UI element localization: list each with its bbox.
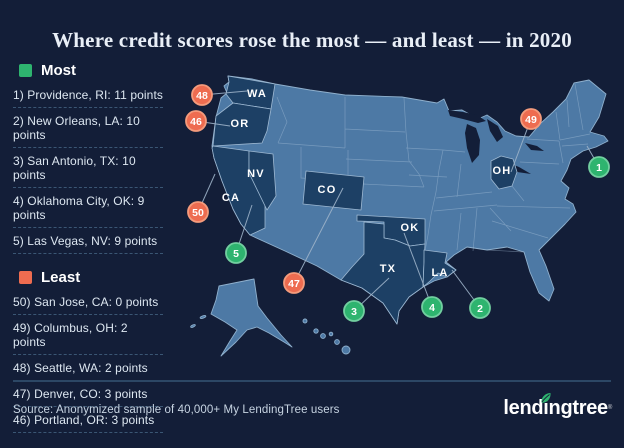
list-item: 3) San Antonio, TX: 10 points xyxy=(13,148,163,188)
state-labels: WA OR NV CA CO OK TX LA OH xyxy=(222,88,512,279)
list-item: 46) Portland, OR: 3 points xyxy=(13,407,163,433)
list-item: 49) Columbus, OH: 2 points xyxy=(13,315,163,355)
most-marker-circle xyxy=(225,242,247,264)
us-map: 48 46 50 5 47 3 4 2 49 1 WA OR NV CA CO OK TX LA OH xyxy=(185,75,610,357)
marker-number: 50 xyxy=(192,207,204,219)
marker-line-47 xyxy=(293,187,344,284)
map-marker-46: 46 xyxy=(185,110,207,132)
state-louisiana xyxy=(422,249,457,288)
legend-section-most: Most 1) Providence, RI: 11 points 2) New… xyxy=(13,62,163,254)
map-marker-3: 3 xyxy=(343,300,365,322)
highlighted-states xyxy=(211,75,518,325)
legend-title-most: Most xyxy=(41,62,76,79)
us-mainland xyxy=(211,75,609,325)
registered-mark: ® xyxy=(607,405,612,411)
least-list: 50) San Jose, CA: 0 points 49) Columbus,… xyxy=(13,289,163,433)
state-colorado xyxy=(302,170,365,211)
lake-michigan xyxy=(465,124,480,163)
map-marker-48: 48 xyxy=(191,84,213,106)
state-oregon xyxy=(212,102,272,147)
state-label-nv: NV xyxy=(247,168,265,180)
most-marker-circle xyxy=(343,300,365,322)
state-label-ok: OK xyxy=(401,222,420,234)
marker-number: 48 xyxy=(196,90,208,102)
least-marker-circle xyxy=(185,110,207,132)
lendingtree-logo: lendingtree® xyxy=(503,393,612,419)
marker-number: 46 xyxy=(190,116,202,128)
most-swatch-icon xyxy=(19,64,32,77)
page-title: Where credit scores rose the most — and … xyxy=(52,28,572,53)
marker-number: 47 xyxy=(288,278,300,290)
map-markers: 48 46 50 5 47 3 4 2 49 1 xyxy=(185,84,610,322)
map-marker-4: 4 xyxy=(421,296,443,318)
most-list: 1) Providence, RI: 11 points 2) New Orle… xyxy=(13,82,163,254)
map-marker-50: 50 xyxy=(187,201,209,223)
map-marker-2: 2 xyxy=(469,297,491,319)
map-marker-49: 49 xyxy=(520,108,542,130)
list-item: 48) Seattle, WA: 2 points xyxy=(13,355,163,381)
state-alaska xyxy=(210,278,293,357)
list-item: 2) New Orleans, LA: 10 points xyxy=(13,108,163,148)
state-label-wa: WA xyxy=(247,88,267,100)
most-marker-circle xyxy=(421,296,443,318)
legend-header-most: Most xyxy=(19,62,163,79)
state-label-la: LA xyxy=(431,267,448,279)
least-marker-circle xyxy=(191,84,213,106)
state-nevada xyxy=(248,150,277,211)
state-label-ca: CA xyxy=(222,192,240,204)
marker-line-4 xyxy=(403,232,433,308)
logo-text: lendingtree xyxy=(503,397,608,419)
source-note: Source: Anonymized sample of 40,000+ My … xyxy=(13,404,340,416)
most-marker-circle xyxy=(588,156,610,178)
marker-number: 1 xyxy=(596,162,602,174)
most-marker-circle xyxy=(469,297,491,319)
aleutian-islands xyxy=(190,315,207,328)
state-label-tx: TX xyxy=(380,263,396,275)
marker-number: 2 xyxy=(477,303,483,315)
least-marker-circle xyxy=(187,201,209,223)
state-label-co: CO xyxy=(318,184,337,196)
map-marker-5: 5 xyxy=(225,242,247,264)
least-swatch-icon xyxy=(19,271,32,284)
leaf-icon xyxy=(539,389,553,409)
list-item: 47) Denver, CO: 3 points xyxy=(13,381,163,407)
least-marker-circle xyxy=(283,272,305,294)
lake-ontario xyxy=(525,143,544,151)
marker-number: 5 xyxy=(233,248,239,260)
map-marker-47: 47 xyxy=(283,272,305,294)
state-ohio xyxy=(490,155,518,190)
state-label-or: OR xyxy=(231,118,250,130)
state-texas xyxy=(340,221,426,325)
marker-number: 3 xyxy=(351,306,357,318)
least-marker-circle xyxy=(520,108,542,130)
legend-title-least: Least xyxy=(41,269,81,286)
legend-section-least: Least 50) San Jose, CA: 0 points 49) Col… xyxy=(13,269,163,433)
lake-huron xyxy=(487,119,503,142)
footer-divider xyxy=(13,380,611,382)
marker-number: 49 xyxy=(525,114,537,126)
us-map-container: 48 46 50 5 47 3 4 2 49 1 WA OR NV CA CO OK TX LA OH xyxy=(180,64,624,382)
lake-superior xyxy=(448,110,486,123)
marker-number: 4 xyxy=(429,302,435,314)
list-item: 50) San Jose, CA: 0 points xyxy=(13,289,163,315)
state-borders xyxy=(276,83,591,253)
legend-header-least: Least xyxy=(19,269,163,286)
list-item: 4) Oklahoma City, OK: 9 points xyxy=(13,188,163,228)
list-item: 1) Providence, RI: 11 points xyxy=(13,82,163,108)
state-hawaii xyxy=(302,318,351,355)
legend-panel: Most 1) Providence, RI: 11 points 2) New… xyxy=(13,60,163,433)
list-item: 5) Las Vegas, NV: 9 points xyxy=(13,228,163,254)
map-marker-1: 1 xyxy=(588,156,610,178)
state-label-oh: OH xyxy=(493,165,512,177)
